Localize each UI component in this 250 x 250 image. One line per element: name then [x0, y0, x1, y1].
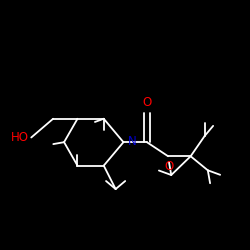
- Text: O: O: [142, 96, 152, 109]
- Text: O: O: [165, 160, 174, 173]
- Text: HO: HO: [11, 131, 29, 144]
- Text: N: N: [128, 135, 136, 148]
